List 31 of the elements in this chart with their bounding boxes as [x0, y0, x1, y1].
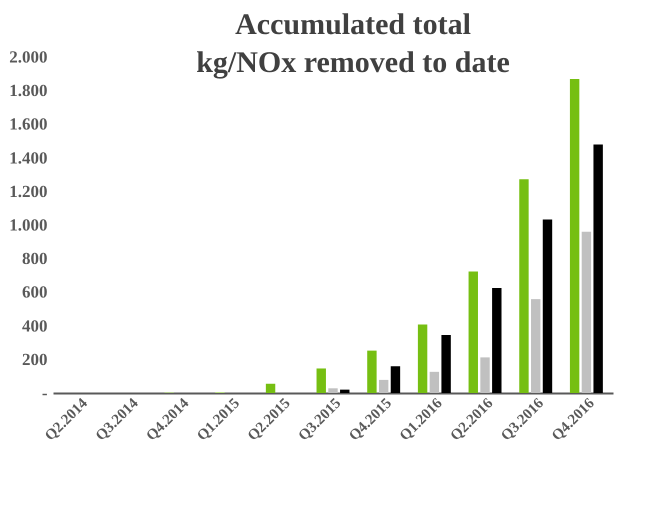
bar: [531, 299, 540, 393]
bar: [570, 79, 580, 393]
bar: [378, 380, 388, 393]
bar: [430, 372, 440, 393]
y-tick-label: 200: [22, 350, 48, 369]
bar: [468, 272, 478, 393]
bar: [266, 384, 276, 393]
bar: [316, 368, 326, 393]
y-tick-label: 600: [22, 282, 48, 302]
bar: [367, 350, 377, 393]
bar: [441, 335, 451, 393]
y-tick-label: 1.600: [9, 114, 48, 134]
bar: [390, 366, 400, 393]
y-tick-label: 800: [22, 249, 48, 268]
bar: [418, 324, 428, 393]
y-tick-label: 1.800: [9, 81, 48, 100]
bar: [480, 357, 490, 393]
bar: [492, 288, 502, 393]
bar: [542, 219, 552, 393]
bar: [328, 388, 338, 393]
y-tick-label: 400: [22, 316, 48, 336]
bar: [593, 144, 603, 393]
y-tick-label: 2.000: [9, 48, 48, 66]
bar: [519, 179, 529, 393]
y-tick-label: 1.200: [9, 182, 48, 201]
bar: [340, 390, 350, 393]
bar: [582, 232, 592, 393]
chart-title: Accumulated total kg/NOx removed to date: [196, 8, 510, 79]
y-tick-label: -: [42, 384, 48, 402]
y-tick-label: 1.400: [9, 148, 48, 168]
y-tick-label: 1.000: [9, 216, 48, 234]
